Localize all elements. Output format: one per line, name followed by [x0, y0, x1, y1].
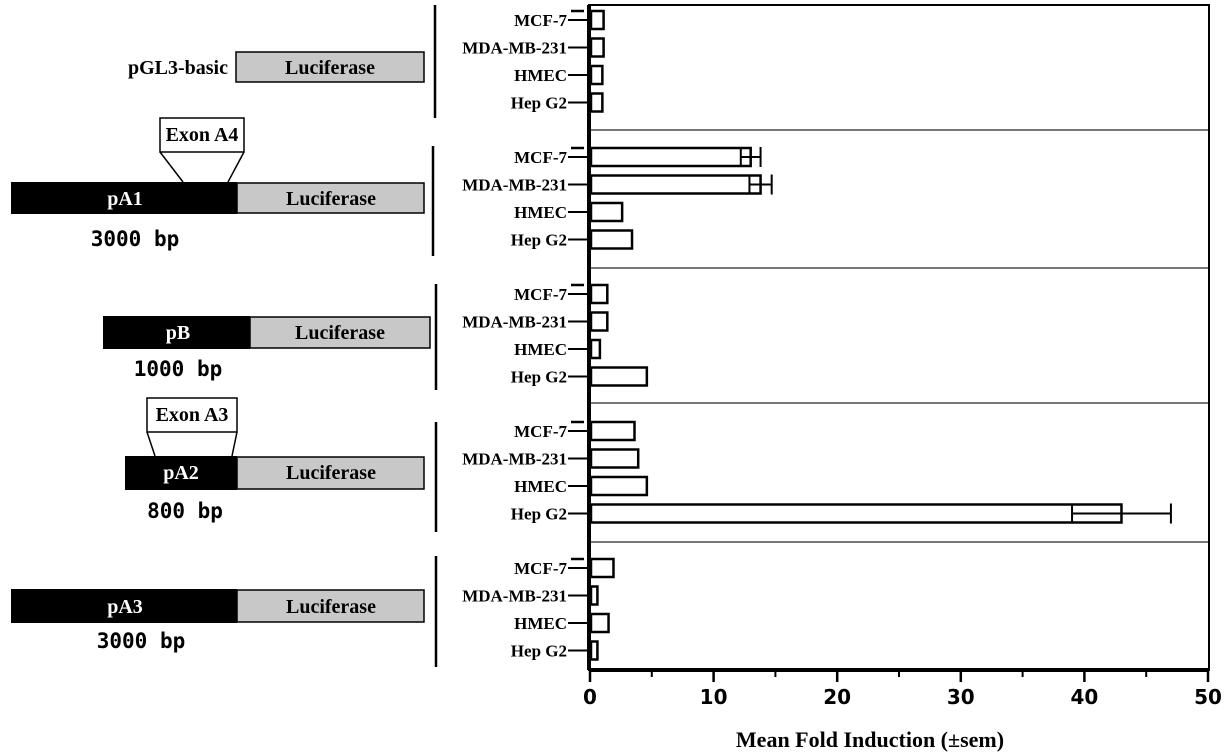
bar: [589, 37, 605, 58]
construct-pa3: pA3 Luciferase 3000 bp: [11, 589, 425, 653]
bar: [589, 557, 615, 579]
x-axis-label: Mean Fold Induction (±sem): [736, 727, 1004, 752]
bar: [589, 92, 604, 113]
category-label: MDA-MB-231: [462, 39, 567, 58]
bar: [589, 475, 649, 497]
bar: [589, 585, 599, 606]
y-axis: MCF-7 MDA-MB-231 HMEC Hep G2 MCF-7 MDA-MB-231…: [462, 5, 591, 670]
category-label: HMEC: [514, 203, 567, 222]
x-axis: 0 10 20 30 40 50: [583, 668, 1222, 709]
group-brackets: [431, 5, 438, 667]
plot-frame: [588, 4, 1210, 671]
promoter-box-pa1: [11, 182, 237, 214]
category-label: MCF-7: [514, 11, 567, 30]
construct-name-pgl3-basic: pGL3-basic: [128, 57, 228, 79]
bar: [589, 338, 602, 360]
bar-chart: MCF-7 MDA-MB-231 HMEC Hep G2 MCF-7 MDA-MB-231…: [462, 4, 1222, 752]
construct-name-pa3: pA3: [107, 596, 143, 618]
bar: [589, 640, 599, 661]
category-label: Hep G2: [511, 642, 567, 661]
exon-label-pa2: Exon A3: [156, 404, 229, 426]
category-label: MCF-7: [514, 148, 567, 167]
bar: [589, 420, 636, 442]
bar: [589, 229, 634, 250]
category-label: MDA-MB-231: [462, 313, 567, 332]
construct-pa1: Exon A4 pA1 Luciferase 3000 bp: [11, 117, 425, 251]
bars-layer: [589, 9, 1172, 661]
bar: [589, 64, 604, 86]
category-label: MDA-MB-231: [462, 587, 567, 606]
exon-label-pa1: Exon A4: [166, 124, 239, 146]
construct-name-pa2: pA2: [163, 462, 199, 484]
group-dividers: [590, 129, 1208, 543]
category-label: MDA-MB-231: [462, 450, 567, 469]
exon-box-pa2: [146, 397, 238, 433]
construct-pb: pB Luciferase 1000 bp: [103, 316, 431, 381]
x-tick-label: 40: [1070, 685, 1098, 709]
construct-name-pa1: pA1: [107, 188, 143, 210]
bar: [589, 174, 762, 195]
category-label: Hep G2: [511, 231, 567, 250]
bar: [589, 366, 649, 387]
bar: [589, 503, 1123, 524]
category-label: MDA-MB-231: [462, 176, 567, 195]
category-label: HMEC: [514, 477, 567, 496]
x-tick-label: 20: [823, 685, 851, 709]
reporter-label-pa1: Luciferase: [286, 188, 376, 210]
luciferase-box-pa3: [236, 589, 425, 623]
size-label-pa1: 3000 bp: [91, 227, 180, 251]
bar: [589, 146, 752, 168]
category-label: HMEC: [514, 340, 567, 359]
category-label: MCF-7: [514, 559, 567, 578]
luciferase-box-pa1: [236, 182, 425, 214]
construct-name-pb: pB: [166, 322, 190, 344]
promoter-box-pa3: [11, 589, 237, 623]
category-label: MCF-7: [514, 422, 567, 441]
reporter-label-pb: Luciferase: [295, 322, 385, 344]
x-tick-label: 10: [700, 685, 728, 709]
x-tick-label: 30: [947, 685, 975, 709]
reporter-label-pgl3-basic: Luciferase: [285, 57, 375, 79]
bar: [589, 283, 609, 305]
category-label: HMEC: [514, 614, 567, 633]
reporter-label-pa2: Luciferase: [286, 462, 376, 484]
luciferase-box-pgl3-basic: [235, 51, 425, 83]
category-label: Hep G2: [511, 94, 567, 113]
category-label: HMEC: [514, 66, 567, 85]
construct-pa2: Exon A3 pA2 Luciferase 800 bp: [125, 397, 425, 523]
bar: [589, 612, 610, 634]
exon-box-pa1: [159, 117, 245, 153]
luciferase-box-pa2: [236, 456, 425, 490]
bar: [589, 201, 624, 223]
category-label: MCF-7: [514, 285, 567, 304]
reporter-label-pa3: Luciferase: [286, 596, 376, 618]
category-label: Hep G2: [511, 505, 567, 524]
x-tick-label: 50: [1194, 685, 1222, 709]
luciferase-box-pb: [249, 316, 431, 349]
x-tick-label: 0: [583, 685, 597, 709]
bar: [589, 311, 609, 332]
category-label: Hep G2: [511, 368, 567, 387]
promoter-box-pa2: [125, 456, 237, 490]
promoter-box-pb: [103, 316, 250, 349]
construct-pgl3-basic: pGL3-basic Luciferase: [128, 51, 425, 83]
size-label-pb: 1000 bp: [134, 357, 223, 381]
bar: [589, 9, 605, 31]
bar: [589, 448, 640, 469]
size-label-pa2: 800 bp: [147, 499, 223, 523]
size-label-pa3: 3000 bp: [97, 629, 186, 653]
